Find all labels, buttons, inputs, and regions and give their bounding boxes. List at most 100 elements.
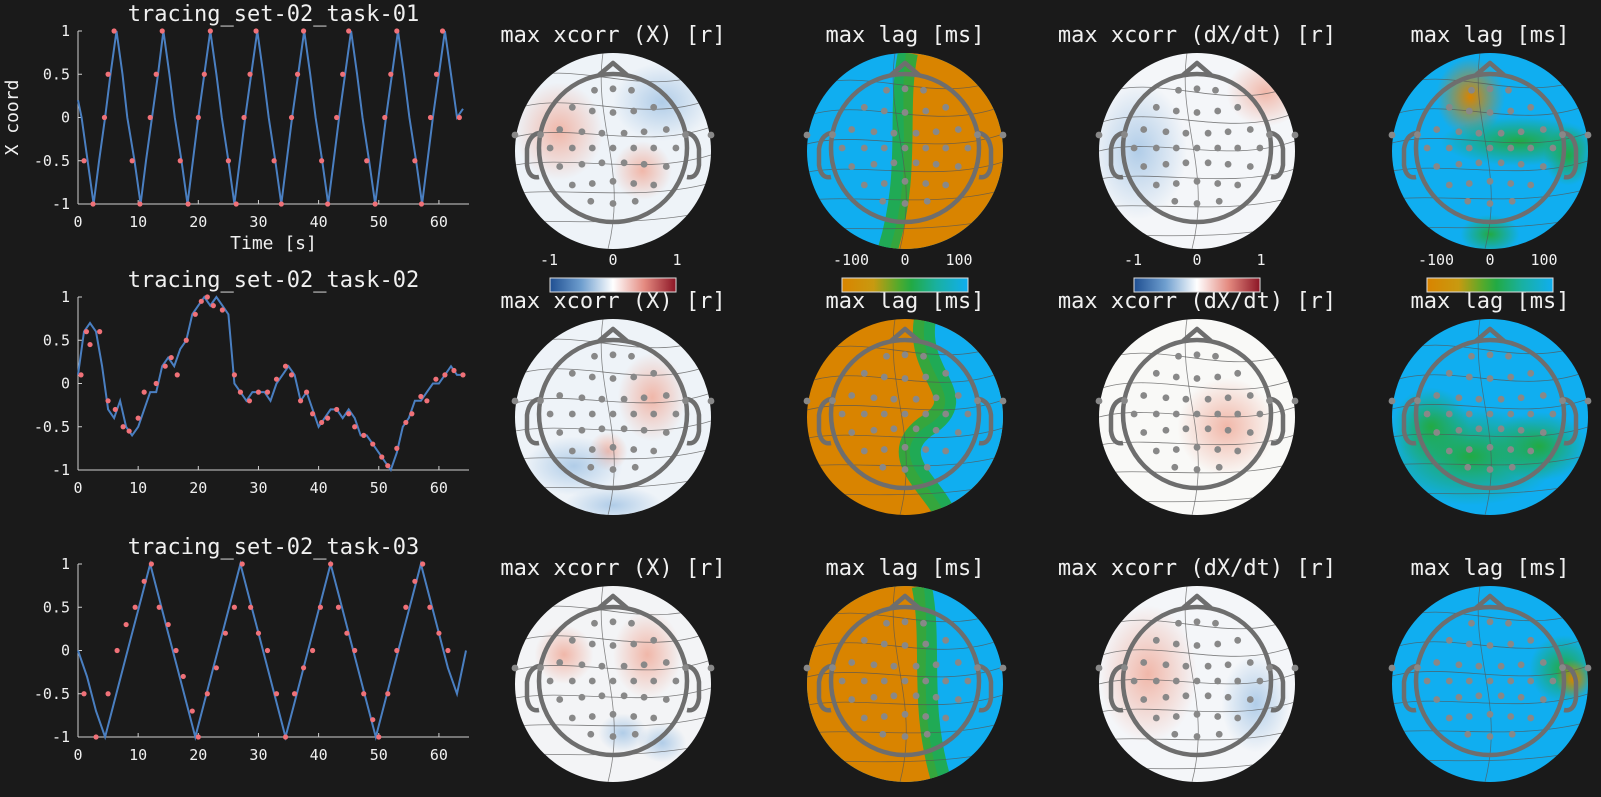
electrode bbox=[1140, 163, 1148, 170]
nose bbox=[597, 593, 629, 610]
electrode bbox=[1266, 397, 1273, 405]
target-marker bbox=[344, 630, 350, 636]
left-ear bbox=[1401, 396, 1417, 446]
electrode bbox=[587, 197, 595, 205]
electrode bbox=[901, 144, 909, 152]
electrode bbox=[1175, 619, 1182, 627]
target-marker bbox=[222, 630, 228, 636]
head-outline bbox=[828, 71, 982, 225]
electrode bbox=[1215, 197, 1223, 205]
electrode bbox=[1234, 369, 1242, 377]
electrode bbox=[942, 636, 950, 644]
y-tick-label: 0 bbox=[61, 109, 70, 127]
electrode bbox=[682, 131, 689, 139]
target-marker bbox=[111, 28, 117, 34]
target-marker bbox=[165, 621, 171, 628]
electrode bbox=[650, 636, 658, 644]
electrode bbox=[1182, 662, 1190, 670]
target-marker bbox=[427, 114, 434, 121]
electrode bbox=[1517, 394, 1525, 402]
target-marker bbox=[204, 691, 210, 697]
topo-map-r3-c3: max xcorr (dX/dt) [r] bbox=[1058, 556, 1336, 782]
colorbar-tick-label: -100 bbox=[833, 251, 869, 269]
topo-blob bbox=[613, 610, 682, 699]
colorbar-2: -100 0 100 bbox=[833, 251, 973, 293]
target-marker bbox=[114, 647, 120, 654]
electrode bbox=[954, 126, 962, 133]
electrode bbox=[1433, 392, 1441, 399]
target-marker bbox=[372, 201, 378, 207]
electrode bbox=[620, 662, 628, 670]
electrode bbox=[1193, 410, 1201, 418]
target-marker bbox=[456, 114, 462, 121]
electrode bbox=[1486, 177, 1494, 185]
electrode bbox=[1505, 352, 1512, 360]
electrode bbox=[609, 177, 617, 185]
y-tick-label: 0 bbox=[61, 642, 70, 660]
x-tick-label: 50 bbox=[370, 479, 388, 497]
electrode bbox=[1162, 661, 1170, 669]
target-marker bbox=[81, 158, 87, 164]
target-marker bbox=[364, 158, 370, 164]
electrode bbox=[1455, 394, 1463, 402]
target-marker bbox=[126, 428, 132, 434]
electrode bbox=[1559, 131, 1566, 139]
contour-line bbox=[1099, 112, 1295, 124]
electrode bbox=[650, 369, 658, 377]
target-marker bbox=[156, 604, 162, 610]
electrode bbox=[1445, 447, 1453, 455]
electrode bbox=[1445, 636, 1453, 644]
contour-line bbox=[1099, 196, 1295, 208]
electrode bbox=[879, 463, 887, 471]
electrode bbox=[568, 636, 576, 644]
electrode bbox=[942, 369, 950, 377]
target-marker bbox=[177, 158, 183, 164]
electrode bbox=[1214, 107, 1222, 115]
electrode bbox=[1175, 86, 1182, 94]
electrode bbox=[1256, 144, 1264, 152]
target-marker bbox=[174, 372, 180, 378]
electrode bbox=[1486, 710, 1494, 718]
electrode bbox=[662, 696, 670, 703]
electrode bbox=[588, 410, 596, 418]
electrode bbox=[630, 713, 638, 720]
electrode bbox=[1193, 443, 1201, 451]
electrode bbox=[707, 131, 715, 139]
electrode bbox=[901, 177, 909, 185]
target-marker bbox=[334, 406, 340, 413]
electrode bbox=[1465, 373, 1473, 381]
electrode bbox=[1172, 410, 1180, 418]
electrode bbox=[912, 129, 920, 137]
target-marker bbox=[352, 647, 358, 654]
nose bbox=[1474, 60, 1506, 77]
electrode bbox=[1414, 397, 1421, 405]
electrode bbox=[803, 397, 811, 405]
electrode bbox=[1214, 180, 1222, 187]
target-marker bbox=[352, 424, 358, 430]
electrode bbox=[1486, 443, 1494, 451]
right-ear bbox=[686, 663, 702, 713]
head-outline bbox=[1413, 604, 1567, 758]
colorbar-gradient bbox=[1133, 277, 1261, 293]
electrode bbox=[920, 86, 927, 94]
target-marker bbox=[233, 201, 239, 207]
electrode bbox=[1172, 713, 1180, 720]
electrode bbox=[1486, 200, 1494, 207]
electrode bbox=[609, 443, 617, 451]
electrode bbox=[932, 426, 940, 434]
electrode bbox=[932, 693, 940, 701]
target-marker bbox=[273, 376, 280, 382]
electrode bbox=[1246, 392, 1254, 399]
electrode bbox=[883, 86, 890, 94]
electrode bbox=[1224, 426, 1232, 434]
electrode bbox=[901, 85, 909, 93]
electrode bbox=[880, 713, 888, 720]
electrode bbox=[1414, 664, 1421, 672]
x-tick-label: 0 bbox=[73, 479, 82, 497]
colorbar-3: -1 0 1 bbox=[1124, 251, 1266, 293]
electrode bbox=[999, 664, 1007, 672]
electrode bbox=[1234, 410, 1242, 418]
electrode bbox=[1204, 159, 1212, 167]
topo-map-r1-c2: max lag [ms] bbox=[803, 23, 1007, 249]
